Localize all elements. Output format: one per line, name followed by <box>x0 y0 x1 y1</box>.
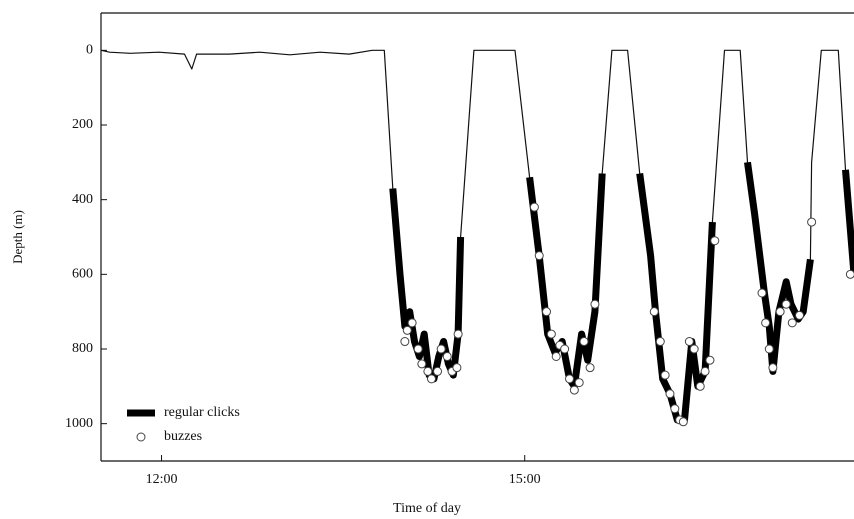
buzz-point <box>546 329 556 339</box>
depth-line <box>101 49 854 421</box>
y-axis-label: Depth (m) <box>10 210 25 264</box>
y-tick-label: 200 <box>72 117 93 132</box>
buzz-point <box>678 417 688 427</box>
buzz-point <box>551 351 561 361</box>
buzz-point <box>569 385 579 395</box>
buzz-point <box>417 359 427 369</box>
plot-frame <box>100 12 854 462</box>
buzz-point <box>649 307 659 317</box>
buzz-point <box>665 389 675 399</box>
buzz-point <box>757 288 767 298</box>
x-tick-label: 15:00 <box>509 472 541 487</box>
buzz-point <box>400 337 410 347</box>
buzz-point <box>433 366 443 376</box>
y-tick-label: 400 <box>72 192 93 207</box>
buzz-point <box>710 236 720 246</box>
buzz-point <box>695 381 705 391</box>
buzz-point <box>768 363 778 373</box>
buzz-point <box>529 202 539 212</box>
buzz-point <box>795 310 805 320</box>
buzz-point <box>407 318 417 328</box>
y-tick-label: 600 <box>72 267 93 282</box>
legend-label: regular clicks <box>164 405 240 420</box>
buzz-point <box>764 344 774 354</box>
legend-label: buzzes <box>164 429 202 444</box>
buzz-point <box>436 344 446 354</box>
buzz-point <box>423 366 433 376</box>
buzz-point <box>705 355 715 365</box>
buzz-point <box>453 329 463 339</box>
buzz-point <box>655 337 665 347</box>
y-tick-label: 1000 <box>65 416 93 431</box>
buzz-point <box>534 251 544 261</box>
buzz-point <box>565 374 575 384</box>
buzz-point <box>775 307 785 317</box>
buzz-point <box>781 299 791 309</box>
buzz-point <box>426 374 436 384</box>
buzz-point <box>689 344 699 354</box>
buzz-point <box>560 344 570 354</box>
buzz-point <box>845 269 854 279</box>
buzz-point <box>684 337 694 347</box>
clicks-line <box>389 161 854 424</box>
y-tick-label: 0 <box>86 43 93 58</box>
buzz-point <box>442 351 452 361</box>
buzz-point <box>761 318 771 328</box>
buzz-point <box>787 318 797 328</box>
buzz-point <box>590 299 600 309</box>
buzz-point <box>542 307 552 317</box>
buzz-point <box>585 363 595 373</box>
x-tick-label: 12:00 <box>146 472 178 487</box>
y-tick-label: 800 <box>72 341 93 356</box>
legend-marker <box>136 432 146 442</box>
x-axis-label: Time of day <box>393 501 461 516</box>
buzz-point <box>402 325 412 335</box>
buzz-point <box>574 378 584 388</box>
buzz-point <box>700 366 710 376</box>
buzz-point <box>413 344 423 354</box>
buzz-point <box>807 217 817 227</box>
buzz-point <box>452 363 462 373</box>
buzz-point <box>579 337 589 347</box>
buzz-point <box>660 370 670 380</box>
buzz-point <box>670 404 680 414</box>
